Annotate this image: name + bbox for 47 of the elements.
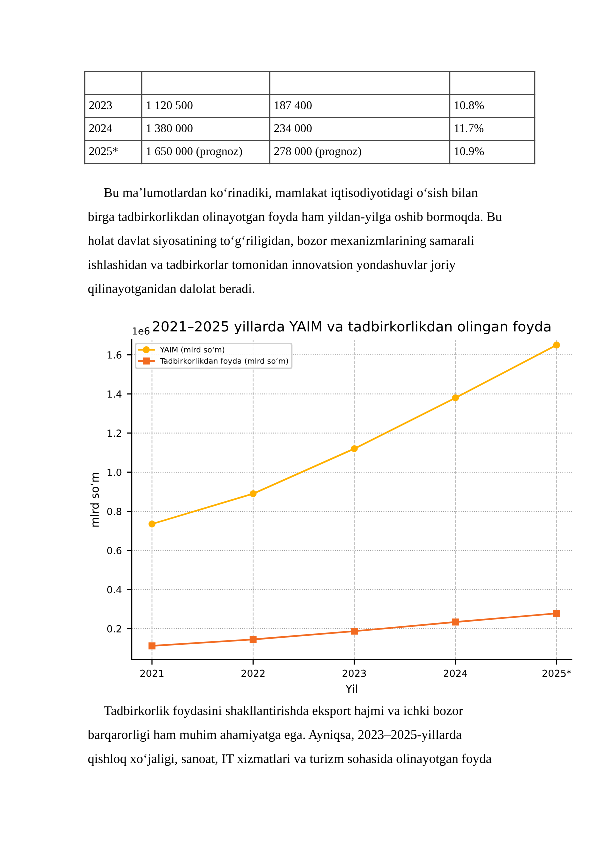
- text: Tadbirkorlik foydasini shakllantirishda eksport hajmi va ichki bozor: [104, 706, 464, 718]
- text: qishloq xo‘jaligi, sanoat, IT xizmatlari va turizm sohasida olinayotgan foyda: [88, 754, 492, 766]
- point: [553, 610, 560, 618]
- y-tick-label: 1.0: [108, 468, 122, 476]
- text: 1e6: [133, 328, 150, 335]
- text: ishlashidan va tadbirkorlar tomonidan innovatsion yondashuvlar joriy: [88, 260, 456, 272]
- x-tick-label: 2025*: [542, 670, 572, 678]
- point: [452, 618, 460, 626]
- text: barqarorligi ham muhim ahamiyatga ega. Ayniqsa, 2023–2025-yillarda: [88, 730, 462, 742]
- x-tick-label: 2021: [140, 670, 164, 678]
- point: [452, 394, 460, 402]
- text: 2023: [90, 101, 112, 110]
- y-tick-label: 1.2: [108, 430, 122, 437]
- y-tick-label: 0.4: [107, 586, 122, 594]
- x-tick-label: 2024: [444, 670, 468, 678]
- point: [351, 445, 358, 452]
- x-tick-label: 2023: [342, 670, 366, 678]
- text: 278 000 (prognoz): [274, 147, 362, 158]
- text: 2025*: [90, 147, 118, 156]
- text: 1 380 000: [147, 124, 193, 132]
- text: 2024: [90, 124, 112, 132]
- point: [553, 342, 560, 349]
- text: Bu ma’lumotlardan ko‘rinadiki, mamlakat iqtisodiyotidagi o‘sish bilan: [104, 188, 478, 200]
- y-tick-label: 1.6: [108, 352, 122, 359]
- text: 11.7%: [455, 124, 484, 133]
- text: 1 650 000 (prognoz): [147, 147, 242, 158]
- point: [351, 628, 358, 635]
- chart-title: 2021–2025 yillarda YAIM va tadbirkorlikdan olingan foyda: [153, 321, 551, 335]
- text: 1 120 500: [147, 101, 193, 110]
- text: 10.9%: [455, 147, 484, 156]
- text: qilinayotganidan dalolat beradi.: [88, 284, 255, 296]
- point: [250, 490, 257, 498]
- text: 10.8%: [455, 101, 484, 110]
- text: 187 400: [275, 101, 312, 110]
- y-tick-label: 0.2: [107, 625, 122, 633]
- y-tick-label: 0.6: [107, 547, 122, 554]
- y-tick-label: 1.4: [108, 390, 122, 398]
- y-axis-title: mlrd so‘m: [90, 473, 100, 527]
- x-axis-title: Yil: [346, 684, 358, 694]
- point: [250, 636, 257, 644]
- point: [148, 520, 156, 528]
- x-tick-label: 2022: [242, 670, 265, 678]
- text: birga tadbirkorlikdan olinayotgan foyda ham yildan-yilga oshib bormoqda. Bu: [88, 212, 502, 224]
- point: [148, 642, 156, 650]
- y-tick-label: 0.8: [107, 508, 122, 516]
- text: holat davlat siyosatining to‘g‘riligidan, bozor mexanizmlarining samarali: [88, 236, 474, 248]
- text: 234 000: [274, 124, 312, 132]
